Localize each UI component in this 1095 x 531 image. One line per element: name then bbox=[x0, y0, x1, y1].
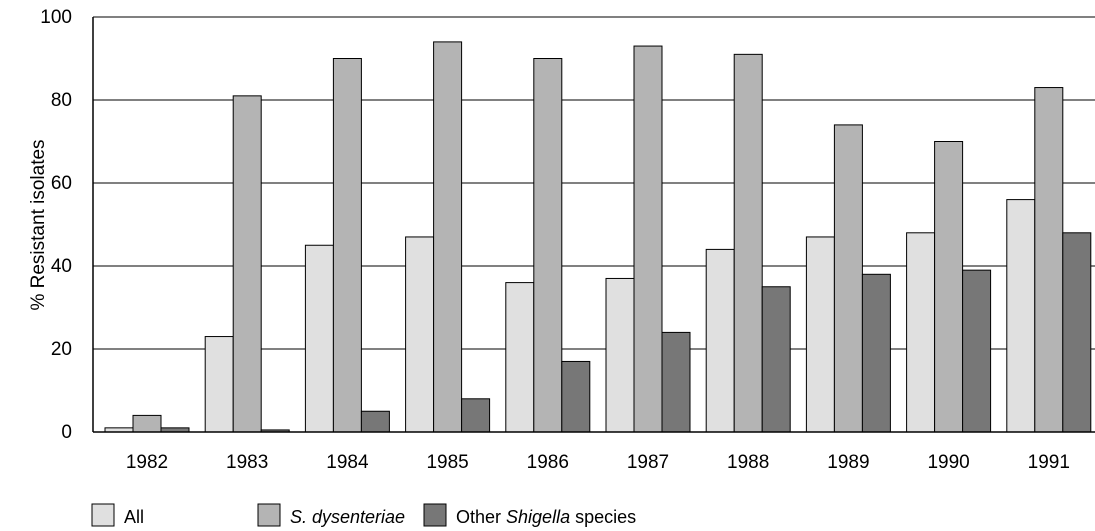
bar-other-shigella bbox=[1062, 232, 1092, 433]
x-tick-label: 1983 bbox=[226, 452, 268, 473]
bar-other-shigella bbox=[661, 331, 691, 433]
y-axis-label: % Resistant isolates bbox=[28, 139, 49, 310]
bar-all bbox=[405, 236, 435, 433]
bar-dysenteriae bbox=[533, 58, 563, 433]
legend-swatch bbox=[91, 503, 115, 527]
bar-all bbox=[304, 244, 334, 433]
legend-swatch bbox=[423, 503, 447, 527]
bar-all bbox=[906, 232, 936, 433]
bar-dysenteriae bbox=[633, 45, 663, 433]
bars bbox=[104, 41, 1092, 433]
x-tick-label: 1984 bbox=[326, 452, 369, 473]
bar-dysenteriae bbox=[332, 58, 362, 433]
bar-all bbox=[705, 248, 735, 433]
legend: All S. dysenteriae Other Shigella species bbox=[91, 503, 636, 527]
bar-dysenteriae bbox=[934, 141, 964, 433]
bar-other-shigella bbox=[761, 286, 791, 433]
x-tick-label: 1986 bbox=[527, 452, 569, 473]
bar-dysenteriae bbox=[433, 41, 463, 433]
y-tick-label: 40 bbox=[51, 256, 72, 277]
y-tick-label: 80 bbox=[51, 90, 72, 111]
bar-all bbox=[805, 236, 835, 433]
bar-other-shigella bbox=[561, 360, 591, 433]
x-tick-label: 1982 bbox=[126, 452, 168, 473]
x-tick-label: 1987 bbox=[627, 452, 669, 473]
y-tick-label: 20 bbox=[51, 339, 72, 360]
legend-swatch bbox=[257, 503, 281, 527]
bar-dysenteriae bbox=[132, 414, 162, 433]
bar-all bbox=[605, 277, 635, 433]
legend-label: S. dysenteriae bbox=[290, 507, 405, 527]
legend-label: All bbox=[124, 507, 144, 527]
x-tick-label: 1989 bbox=[827, 452, 869, 473]
bar-all bbox=[505, 282, 535, 433]
bar-dysenteriae bbox=[733, 53, 763, 433]
bar-other-shigella bbox=[962, 269, 992, 433]
bar-dysenteriae bbox=[833, 124, 863, 433]
bar-all bbox=[204, 336, 234, 433]
y-tick-labels: 0 20 40 60 80 100 bbox=[40, 7, 72, 443]
y-tick-label: 60 bbox=[51, 173, 72, 194]
bar-all bbox=[1006, 199, 1036, 433]
bar-other-shigella bbox=[861, 273, 891, 433]
x-tick-label: 1985 bbox=[426, 452, 468, 473]
y-tick-label: 100 bbox=[40, 7, 72, 28]
y-tick-label: 0 bbox=[61, 422, 72, 443]
x-tick-label: 1990 bbox=[927, 452, 969, 473]
x-tick-label: 1991 bbox=[1028, 452, 1070, 473]
axes bbox=[92, 17, 1095, 433]
bar-other-shigella bbox=[360, 410, 390, 433]
x-tick-labels: 1982 1983 1984 1985 1986 1987 1988 1989 1990 1991 bbox=[126, 452, 1070, 473]
legend-label: Other Shigella species bbox=[456, 507, 636, 527]
bar-other-shigella bbox=[461, 398, 491, 433]
bar-dysenteriae bbox=[1034, 87, 1064, 433]
x-tick-label: 1988 bbox=[727, 452, 769, 473]
bar-dysenteriae bbox=[232, 95, 262, 433]
